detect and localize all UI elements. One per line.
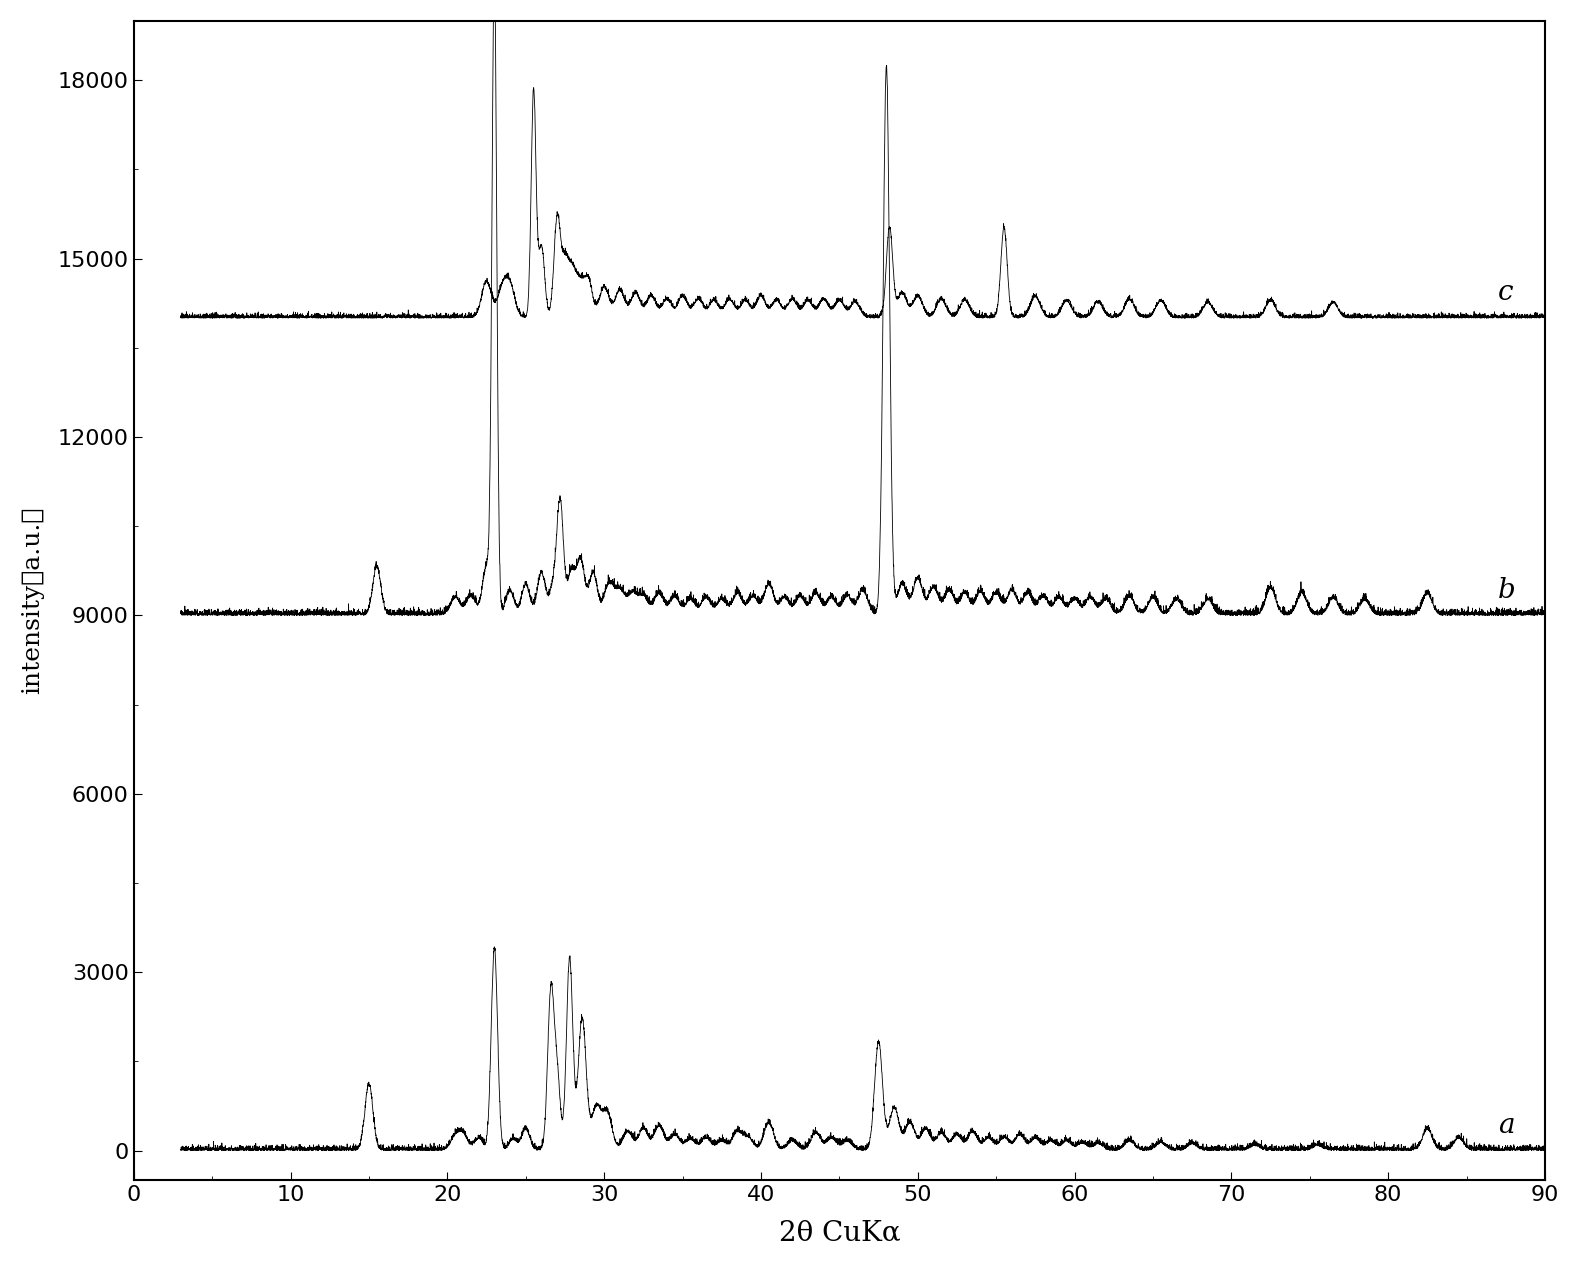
Text: a: a <box>1498 1111 1515 1139</box>
Text: c: c <box>1498 279 1514 307</box>
Text: b: b <box>1498 576 1515 603</box>
Y-axis label: intensity（a.u.）: intensity（a.u.） <box>21 507 44 694</box>
X-axis label: 2θ CuKα: 2θ CuKα <box>779 1219 901 1247</box>
